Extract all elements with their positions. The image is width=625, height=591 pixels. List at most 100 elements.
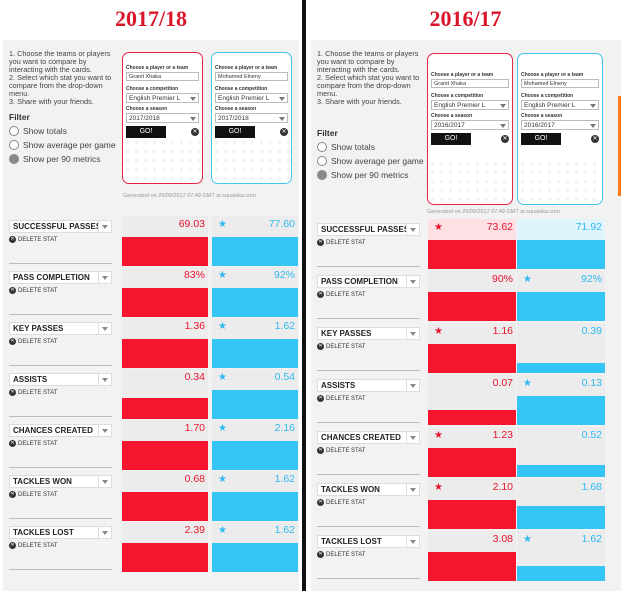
close-icon[interactable]: ✕ (317, 447, 324, 454)
season-select[interactable]: 2016/2017 (431, 120, 509, 130)
blue-value-bar (212, 492, 298, 521)
close-icon[interactable]: ✕ (501, 135, 509, 143)
star-icon: ★ (218, 270, 227, 281)
chevron-down-icon[interactable] (406, 276, 419, 287)
delete-stat-button[interactable]: ✕ DELETE STAT (317, 499, 365, 506)
chevron-down-icon[interactable] (98, 272, 111, 283)
season-title: 2017/18 (114, 6, 188, 31)
stat-select[interactable]: CHANCES CREATED (9, 424, 112, 437)
delete-stat-button[interactable]: ✕ DELETE STAT (317, 447, 365, 454)
player-input[interactable]: Granit Xhaka (431, 79, 509, 88)
chevron-down-icon[interactable] (406, 224, 419, 235)
competition-select[interactable]: English Premier L (126, 93, 199, 103)
stat-select[interactable]: SUCCESSFUL PASSES (317, 223, 420, 236)
chevron-down-icon[interactable] (406, 432, 419, 443)
stat-select[interactable]: TACKLES WON (317, 483, 420, 496)
go-button[interactable]: GO! (431, 133, 471, 145)
competition-select[interactable]: English Premier L (521, 100, 599, 110)
stat-select[interactable]: KEY PASSES (9, 322, 112, 335)
stat-row: TACKLES LOST ✕ DELETE STAT 2.39 ★ 1.62 (3, 522, 299, 572)
stat-select[interactable]: ASSISTS (9, 373, 112, 386)
close-icon[interactable]: ✕ (317, 395, 324, 402)
player-card-red[interactable]: Choose a player or a team Granit Xhaka C… (427, 53, 513, 205)
stat-select[interactable]: SUCCESSFUL PASSES (9, 220, 112, 233)
radio-selected-icon[interactable] (317, 170, 327, 180)
go-button[interactable]: GO! (126, 126, 166, 138)
filter-per-90[interactable]: Show per 90 metrics (317, 170, 408, 180)
delete-stat-button[interactable]: ✕ DELETE STAT (317, 551, 365, 558)
close-icon[interactable]: ✕ (317, 343, 324, 350)
chevron-down-icon[interactable] (406, 328, 419, 339)
stat-select[interactable]: TACKLES WON (9, 475, 112, 488)
close-icon[interactable]: ✕ (9, 338, 16, 345)
radio-icon[interactable] (317, 142, 327, 152)
stat-select[interactable]: ASSISTS (317, 379, 420, 392)
season-select[interactable]: 2017/2018 (126, 113, 199, 123)
close-icon[interactable]: ✕ (9, 389, 16, 396)
stat-select[interactable]: TACKLES LOST (9, 526, 112, 539)
close-icon[interactable]: ✕ (317, 499, 324, 506)
competition-select[interactable]: English Premier L (215, 93, 288, 103)
filter-show-totals[interactable]: Show totals (317, 142, 375, 152)
chevron-down-icon[interactable] (98, 221, 111, 232)
player-input[interactable]: Granit Xhaka (126, 72, 199, 81)
delete-stat-button[interactable]: ✕ DELETE STAT (9, 287, 57, 294)
chevron-down-icon[interactable] (406, 536, 419, 547)
delete-stat-button[interactable]: ✕ DELETE STAT (9, 389, 57, 396)
chevron-down-icon[interactable] (98, 374, 111, 385)
close-icon[interactable]: ✕ (317, 551, 324, 558)
delete-stat-button[interactable]: ✕ DELETE STAT (317, 291, 365, 298)
player-card-blue[interactable]: Choose a player or a team Mohamed Elneny… (517, 53, 603, 205)
close-icon[interactable]: ✕ (9, 491, 16, 498)
player-input[interactable]: Mohamed Elneny (215, 72, 288, 81)
delete-stat-button[interactable]: ✕ DELETE STAT (9, 440, 57, 447)
competition-select[interactable]: English Premier L (431, 100, 509, 110)
stat-value: 1.62 (274, 524, 295, 536)
chevron-down-icon[interactable] (98, 476, 111, 487)
delete-stat-button[interactable]: ✕ DELETE STAT (9, 338, 57, 345)
player-input[interactable]: Mohamed Elneny (521, 79, 599, 88)
go-button[interactable]: GO! (521, 133, 561, 145)
delete-stat-button[interactable]: ✕ DELETE STAT (9, 236, 57, 243)
close-icon[interactable]: ✕ (591, 135, 599, 143)
close-icon[interactable]: ✕ (9, 440, 16, 447)
close-icon[interactable]: ✕ (317, 239, 324, 246)
delete-stat-button[interactable]: ✕ DELETE STAT (317, 239, 365, 246)
delete-stat-button[interactable]: ✕ DELETE STAT (317, 343, 365, 350)
radio-icon[interactable] (317, 156, 327, 166)
filter-show-totals[interactable]: Show totals (9, 126, 67, 136)
chevron-down-icon[interactable] (98, 527, 111, 538)
close-icon[interactable]: ✕ (317, 291, 324, 298)
stat-select[interactable]: KEY PASSES (317, 327, 420, 340)
delete-stat-button[interactable]: ✕ DELETE STAT (9, 491, 57, 498)
stat-select[interactable]: PASS COMPLETION (9, 271, 112, 284)
radio-selected-icon[interactable] (9, 154, 19, 164)
close-icon[interactable]: ✕ (191, 128, 199, 136)
stat-select[interactable]: TACKLES LOST (317, 535, 420, 548)
season-select[interactable]: 2017/2018 (215, 113, 288, 123)
radio-icon[interactable] (9, 140, 19, 150)
filter-per-90[interactable]: Show per 90 metrics (9, 154, 100, 164)
close-icon[interactable]: ✕ (9, 287, 16, 294)
go-button[interactable]: GO! (215, 126, 255, 138)
stat-name: SUCCESSFUL PASSES (321, 225, 410, 234)
radio-icon[interactable] (9, 126, 19, 136)
player-card-red[interactable]: Choose a player or a team Granit Xhaka C… (122, 52, 203, 184)
generated-note: Generated on 26/09/2017 07:49 GMT at squ… (427, 209, 560, 215)
chevron-down-icon[interactable] (98, 323, 111, 334)
close-icon[interactable]: ✕ (9, 236, 16, 243)
delete-stat-button[interactable]: ✕ DELETE STAT (317, 395, 365, 402)
close-icon[interactable]: ✕ (9, 542, 16, 549)
stat-select[interactable]: CHANCES CREATED (317, 431, 420, 444)
delete-stat-button[interactable]: ✕ DELETE STAT (9, 542, 57, 549)
filter-average-per-game[interactable]: Show average per game (317, 156, 424, 166)
player-card-blue[interactable]: Choose a player or a team Mohamed Elneny… (211, 52, 292, 184)
chevron-down-icon[interactable] (98, 425, 111, 436)
close-icon[interactable]: ✕ (280, 128, 288, 136)
star-icon: ★ (523, 274, 532, 285)
filter-average-per-game[interactable]: Show average per game (9, 140, 116, 150)
chevron-down-icon[interactable] (406, 484, 419, 495)
stat-select[interactable]: PASS COMPLETION (317, 275, 420, 288)
season-select[interactable]: 2016/2017 (521, 120, 599, 130)
chevron-down-icon[interactable] (406, 380, 419, 391)
